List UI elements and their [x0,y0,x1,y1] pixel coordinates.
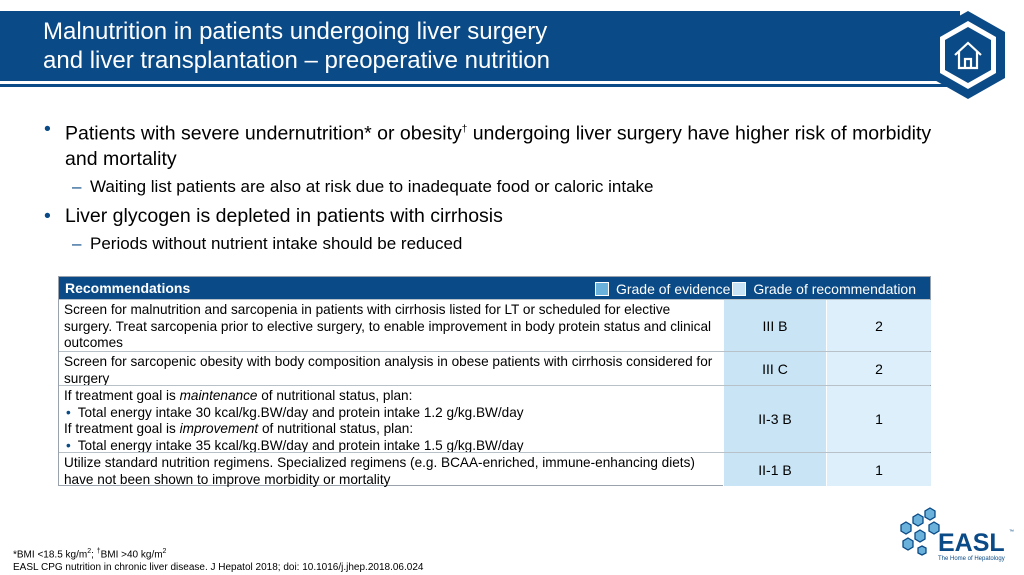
home-button[interactable] [928,8,1008,102]
recommendation-grade-cell: 1 [826,386,931,452]
plan-line: If treatment goal is improvement of nutr… [64,421,414,437]
bullet-marker: • [66,404,71,420]
legend-evidence-label: Grade of evidence [615,281,731,297]
recommendation-text: Screen for sarcopenic obesity with body … [64,354,713,386]
recommendations-header: Recommendations Grade of evidence Grade … [59,277,930,299]
bmi-footnote: *BMI <18.5 kg/m2; †BMI >40 kg/m2 [13,548,167,561]
evidence-grade-cell: II-1 B [723,453,826,486]
table-row: Screen for malnutrition and sarcopenia i… [59,299,931,351]
recommendation-text: Screen for malnutrition and sarcopenia i… [64,302,712,351]
recommendation-grade-cell: 1 [826,453,931,486]
logo-trademark: ™ [1009,529,1014,535]
recommendation-text: If treatment goal is maintenance of nutr… [64,388,719,454]
easl-molecule-icon [900,507,940,556]
plan-bullet: • Total energy intake 30 kcal/kg.BW/day a… [66,404,524,420]
sub-bullet-item: – Waiting list patients are also at risk… [72,176,654,196]
bullet-marker: • [44,118,51,140]
bullet-item: • Patients with severe undernutrition* o… [44,118,932,170]
recommendation-grade-cell: 2 [826,300,931,351]
plan-line: If treatment goal is maintenance of nutr… [64,388,413,403]
evidence-grade-cell: II-3 B [723,386,826,452]
logo-tagline: The Home of Hepatology [938,556,1005,562]
sub-bullet-item: – Periods without nutrient intake should… [72,233,463,253]
table-row: If treatment goal is maintenance of nutr… [59,385,931,454]
footnotes: *BMI <18.5 kg/m2; †BMI >40 kg/m2 EASL CP… [13,545,423,574]
plan-bullet: • Total energy intake 35 kcal/kg.BW/day a… [66,437,524,453]
recommendation-grade-cell: 2 [826,352,931,385]
table-row: Utilize standard nutrition regimens. Spe… [59,452,931,487]
table-row: Screen for sarcopenic obesity with body … [59,351,931,386]
title-underline [0,84,960,87]
evidence-swatch [594,282,609,296]
recommendations-title: Recommendations [65,280,191,296]
dash-marker: – [72,176,82,196]
bullet-marker: • [66,437,71,453]
logo-wordmark: EASL [938,529,1005,557]
bullet-item: • Liver glycogen is depleted in patients… [44,204,503,227]
slide-title: Malnutrition in patients undergoing live… [43,18,550,74]
recommendations-table: Recommendations Grade of evidence Grade … [58,276,931,487]
home-icon [954,41,982,70]
easl-logo: EASL ™ The Home of Hepatology [900,507,1014,562]
evidence-grade-cell: III C [723,352,826,385]
dash-marker: – [72,233,82,253]
bullet-list: • Patients with severe undernutrition* o… [44,117,944,261]
evidence-grade-cell: III B [723,300,826,351]
title-bar: Malnutrition in patients undergoing live… [0,11,960,81]
recommendation-text: Utilize standard nutrition regimens. Spe… [64,455,695,487]
recommendation-swatch [732,282,747,296]
legend-recommendation-label: Grade of recommendation [753,281,916,297]
bullet-marker: • [44,204,51,227]
reference-citation: EASL CPG nutrition in chronic liver dise… [13,562,424,574]
grade-legend: Grade of evidence Grade of recommendatio… [587,281,916,297]
